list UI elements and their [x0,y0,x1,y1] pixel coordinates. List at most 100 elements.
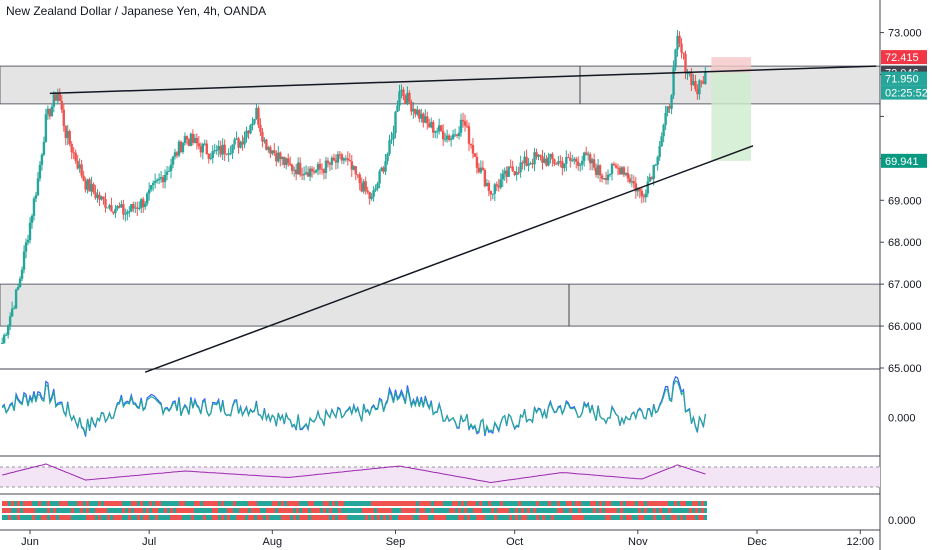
strip-cell [185,501,188,506]
strip-cell [479,515,482,520]
candle-body [342,158,346,161]
strip-cell [683,515,686,520]
strip-cell [263,501,266,506]
strip-cell [128,508,131,513]
candle-body [640,190,643,197]
strip-cell [656,515,659,520]
strip-cell [53,501,56,506]
strip-cell [278,501,281,506]
strip-cell [557,515,560,520]
candle-body [207,154,210,159]
strip-cell [98,515,101,520]
strip-cell [491,501,494,506]
candle-body [50,106,54,117]
strip-cell [5,501,8,506]
strip-cell [632,501,635,506]
candle-body [195,137,199,144]
strip-cell [113,515,116,520]
strip-cell [32,508,35,513]
trendline [144,145,754,373]
strip-cell [353,515,356,520]
strip-cell [653,501,656,506]
strip-cell [239,515,242,520]
strip-cell [11,501,14,506]
candle-body [40,154,44,165]
strip-cell [395,508,398,513]
strip-cell [173,501,176,506]
strip-cell [395,501,398,506]
strip-cell [332,508,335,513]
strip-cell [506,501,509,506]
strip-cell [464,515,467,520]
candle-body [235,138,238,140]
strip-cell [446,515,449,520]
strip-cell [335,501,338,506]
strip-cell [116,501,119,506]
candle-body [610,163,614,175]
strip-cell [164,501,167,506]
candle-body [74,152,77,161]
candle-body [302,173,306,176]
strip-cell [323,501,326,506]
candle-body [173,152,177,157]
candle-body [189,133,193,146]
strip-cell [218,508,221,513]
candle-body [519,162,522,173]
candle-body [304,172,308,174]
candle-body [10,308,14,317]
stop-loss-area [711,57,752,73]
candle-body [261,131,264,142]
strip-cell [185,515,188,520]
strip-cell [248,508,251,513]
strip-cell [473,508,476,513]
candle-body [82,175,85,181]
x-tick-label: Oct [506,536,523,548]
candle-body [136,207,139,209]
strip-cell [149,508,152,513]
candle-body [8,316,12,327]
candle-body [533,152,536,165]
strip-cell [554,508,557,513]
candle-body [493,184,497,194]
candle-body [378,171,381,184]
strip-cell [182,501,185,506]
strip-cell [251,508,254,513]
candle-body [400,89,403,92]
candle-body [396,105,399,112]
candle-body [110,205,113,212]
strip-cell [587,515,590,520]
candle-body [144,203,147,207]
strip-cell [428,515,431,520]
candle-body [529,163,532,165]
strip-cell [599,501,602,506]
candle-body [650,177,653,179]
candle-body [159,177,163,179]
strip-cell [308,508,311,513]
strip-cell [695,515,698,520]
strip-cell [53,508,56,513]
strip-cell [173,515,176,520]
candle-body [348,160,352,162]
strip-cell [341,501,344,506]
strip-cell [215,515,218,520]
strip-cell [698,515,701,520]
price-tag-label: 02:25:52 [885,88,928,100]
strip-cell [92,508,95,513]
candle-body [398,91,401,106]
candle-body [358,174,361,184]
candle-body [4,334,8,336]
strip-cell [392,515,395,520]
strip-cell [338,501,341,506]
strip-cell [647,501,650,506]
strip-cell [587,501,590,506]
strip-cell [569,508,572,513]
strip-cell [632,508,635,513]
strip-cell [401,508,404,513]
strip-cell [635,515,638,520]
strip-cell [482,508,485,513]
x-tick-label: Dec [747,536,767,548]
strip-cell [62,501,65,506]
strip-cell [362,515,365,520]
candle-body [592,159,596,168]
